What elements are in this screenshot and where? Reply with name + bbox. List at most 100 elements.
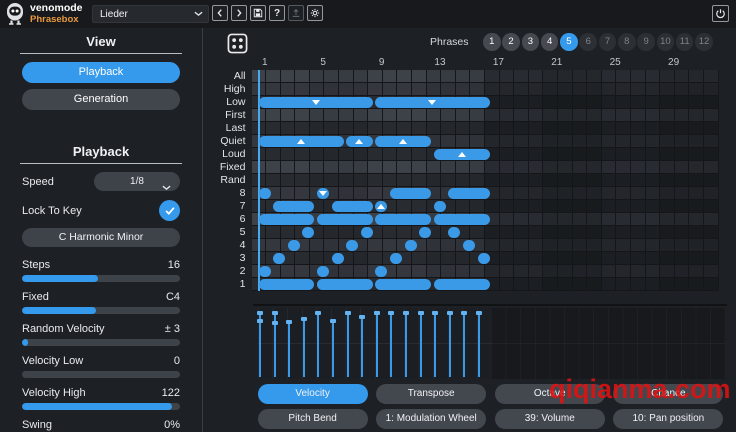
velocity-bar-2[interactable] — [271, 310, 278, 377]
grid-row-cells[interactable] — [251, 200, 719, 213]
note[interactable] — [302, 227, 315, 238]
velocity-lane-active[interactable] — [257, 308, 492, 379]
note[interactable] — [331, 201, 373, 212]
velocity-handle[interactable] — [417, 310, 424, 315]
velocity-lane[interactable] — [257, 308, 726, 379]
velocity-bar-7[interactable] — [344, 311, 351, 377]
note[interactable] — [375, 214, 432, 225]
velocity-handle-secondary[interactable] — [257, 319, 263, 324]
note[interactable] — [375, 201, 388, 212]
velocity-handle[interactable] — [344, 311, 351, 316]
grid-row-cells[interactable] — [251, 174, 719, 187]
lane-button-transpose[interactable]: Transpose — [376, 384, 487, 404]
save-preset-button[interactable] — [250, 5, 266, 21]
note[interactable] — [419, 227, 432, 238]
lane-button-octave[interactable]: Octave — [494, 384, 605, 404]
grid-row-cells[interactable] — [251, 265, 719, 278]
velocity-handle[interactable] — [461, 310, 468, 315]
note[interactable] — [316, 266, 329, 277]
note[interactable] — [375, 97, 490, 108]
note[interactable] — [433, 149, 490, 160]
note[interactable] — [477, 253, 490, 264]
velocity-handle[interactable] — [300, 317, 307, 322]
note[interactable] — [316, 214, 373, 225]
phrase-button-7[interactable]: 7 — [598, 33, 617, 51]
grid-row-cells[interactable] — [251, 161, 719, 174]
phrase-button-9[interactable]: 9 — [637, 33, 655, 51]
settings-button[interactable] — [307, 5, 323, 21]
velocity-bar-12[interactable] — [417, 310, 424, 377]
note[interactable] — [375, 266, 388, 277]
lock-to-key-checkbox[interactable] — [159, 200, 180, 221]
phrase-button-3[interactable]: 3 — [521, 33, 540, 51]
note[interactable] — [448, 227, 461, 238]
note[interactable] — [273, 201, 315, 212]
velocity-bar-4[interactable] — [300, 317, 307, 377]
slider-track[interactable] — [22, 339, 180, 346]
note[interactable] — [316, 279, 373, 290]
slider-track[interactable] — [22, 275, 180, 282]
phrase-button-10[interactable]: 10 — [656, 33, 675, 51]
note[interactable] — [433, 201, 446, 212]
note[interactable] — [375, 279, 432, 290]
note[interactable] — [346, 136, 373, 147]
velocity-bar-11[interactable] — [403, 310, 409, 377]
velocity-bar-10[interactable] — [388, 310, 395, 377]
note[interactable] — [462, 240, 475, 251]
velocity-handle[interactable] — [403, 310, 409, 315]
note[interactable] — [316, 188, 329, 199]
velocity-handle[interactable] — [476, 310, 482, 315]
note[interactable] — [448, 188, 490, 199]
note[interactable] — [375, 136, 432, 147]
export-button[interactable] — [288, 5, 304, 21]
note[interactable] — [258, 214, 315, 225]
velocity-handle[interactable] — [446, 310, 453, 315]
velocity-bar-15[interactable] — [461, 310, 468, 377]
velocity-handle[interactable] — [286, 319, 293, 324]
note[interactable] — [346, 240, 359, 251]
note[interactable] — [258, 279, 315, 290]
velocity-bar-6[interactable] — [330, 318, 336, 377]
velocity-handle[interactable] — [271, 310, 278, 315]
grid-row-cells[interactable] — [251, 70, 719, 83]
view-button-generation[interactable]: Generation — [22, 89, 180, 110]
velocity-handle[interactable] — [432, 310, 439, 315]
note[interactable] — [258, 266, 271, 277]
velocity-handle[interactable] — [330, 318, 336, 323]
phrase-button-1[interactable]: 1 — [483, 33, 501, 51]
grid-row-cells[interactable] — [251, 83, 719, 96]
grid-row-cells[interactable] — [251, 187, 719, 200]
velocity-bar-9[interactable] — [373, 310, 380, 377]
note[interactable] — [389, 253, 402, 264]
velocity-handle[interactable] — [257, 310, 263, 315]
velocity-handle[interactable] — [315, 311, 322, 316]
speed-dropdown[interactable]: 1/8 — [94, 172, 180, 191]
phrase-button-6[interactable]: 6 — [579, 33, 597, 51]
velocity-bar-5[interactable] — [315, 311, 322, 377]
slider-track[interactable] — [22, 307, 180, 314]
view-button-playback[interactable]: Playback — [22, 62, 180, 83]
preset-dropdown[interactable]: Lieder — [92, 5, 209, 23]
velocity-bar-13[interactable] — [432, 310, 439, 377]
slider-track[interactable] — [22, 403, 180, 410]
note[interactable] — [389, 188, 432, 199]
note[interactable] — [360, 227, 373, 238]
note[interactable] — [433, 279, 490, 290]
phrase-button-12[interactable]: 12 — [695, 33, 713, 51]
velocity-bar-1[interactable] — [257, 310, 263, 377]
prev-preset-button[interactable] — [212, 5, 228, 21]
velocity-handle-secondary[interactable] — [271, 320, 278, 325]
lane-button-10-pan-position[interactable]: 10: Pan position — [613, 409, 724, 429]
phrase-button-8[interactable]: 8 — [618, 33, 636, 51]
velocity-bar-14[interactable] — [446, 310, 453, 377]
grid-row-cells[interactable] — [251, 109, 719, 122]
note[interactable] — [433, 214, 490, 225]
note[interactable] — [287, 240, 300, 251]
lane-button-1-modulation-wheel[interactable]: 1: Modulation Wheel — [376, 409, 487, 429]
note-grid[interactable]: All High Low First Last Quiet Loud Fixed Rand 8 7 6… — [203, 70, 725, 291]
note[interactable] — [258, 188, 271, 199]
next-preset-button[interactable] — [231, 5, 247, 21]
velocity-bar-8[interactable] — [359, 315, 366, 377]
velocity-bar-3[interactable] — [286, 319, 293, 377]
dice-icon[interactable] — [227, 33, 248, 54]
